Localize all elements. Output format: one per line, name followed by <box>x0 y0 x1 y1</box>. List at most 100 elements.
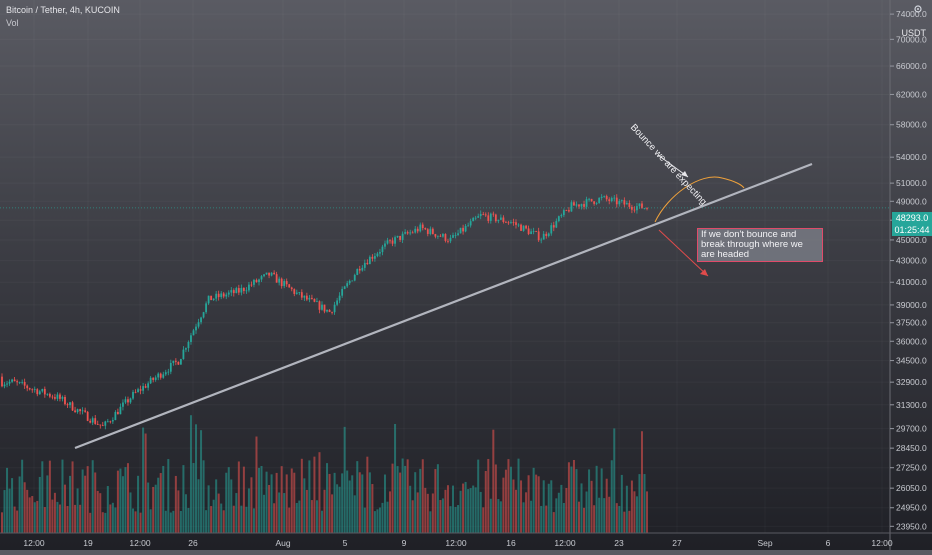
candle-body <box>464 225 467 232</box>
candle-body <box>172 360 175 363</box>
candle-body <box>341 288 344 296</box>
volume-bar <box>353 495 356 533</box>
candle-body <box>132 391 134 399</box>
bounce-arrow-head <box>681 171 688 177</box>
candle-body <box>537 231 540 241</box>
candle-body <box>532 231 535 232</box>
volume-bar <box>36 500 39 533</box>
volume-bar <box>409 485 412 533</box>
volume-bar <box>26 489 29 533</box>
volume-bar <box>562 502 565 533</box>
trendline[interactable] <box>74 162 813 450</box>
candle-body <box>144 386 147 388</box>
volume-bar <box>386 501 389 533</box>
candle-body <box>429 228 432 234</box>
candle-body <box>56 394 59 399</box>
candle-body <box>202 312 205 318</box>
candle-body <box>628 203 631 207</box>
candle-body <box>232 290 235 294</box>
volume-bar <box>111 502 114 533</box>
volume-bar <box>363 507 366 533</box>
candle-body <box>401 233 404 240</box>
volume-bar <box>376 509 379 533</box>
candle-body <box>343 286 346 289</box>
candle-body <box>374 256 376 259</box>
candle-body <box>477 216 480 218</box>
candle-body <box>79 409 82 412</box>
candle-body <box>520 224 522 231</box>
volume-bar <box>220 503 223 533</box>
candle-body <box>333 304 336 313</box>
symbol-title[interactable]: Bitcoin / Tether, 4h, KUCOIN <box>6 5 120 15</box>
volume-bar <box>338 486 341 533</box>
candle-body <box>386 240 389 244</box>
candle-body <box>137 389 139 393</box>
volume-bar <box>99 493 102 533</box>
candle-body <box>363 262 366 268</box>
candle-body <box>109 421 112 423</box>
candle-body <box>190 335 192 342</box>
volume-bar <box>230 479 233 533</box>
volume-bar <box>46 475 49 533</box>
candle-body <box>31 389 34 391</box>
candle-body <box>114 411 117 421</box>
candle-body <box>439 235 442 237</box>
candle-body <box>371 256 374 259</box>
settings-gear-icon[interactable] <box>912 3 924 15</box>
volume-bar <box>605 478 608 533</box>
candle-body <box>64 396 66 405</box>
bounce-arc[interactable] <box>654 176 745 223</box>
volume-bar <box>366 456 369 533</box>
candle-body <box>389 240 391 242</box>
volume-bar <box>406 459 409 533</box>
volume-label[interactable]: Vol <box>6 18 19 28</box>
candle-body <box>18 382 21 383</box>
candle-body <box>76 409 79 413</box>
time-tick-label: 9 <box>402 538 407 548</box>
candle-body <box>220 293 223 298</box>
volume-bar <box>58 504 61 533</box>
volume-bar <box>593 505 596 533</box>
candle-body <box>33 389 36 391</box>
volume-bar <box>215 479 218 533</box>
candle-body <box>457 233 459 236</box>
candle-body <box>575 204 578 206</box>
volume-bar <box>497 499 500 533</box>
candle-body <box>497 219 500 222</box>
volume-bar <box>119 468 122 533</box>
candle-body <box>416 228 419 232</box>
break-arrow-head <box>700 269 708 276</box>
candle-body <box>215 293 218 299</box>
break-arrow-line[interactable] <box>658 229 709 277</box>
price-tick-label: 70000.0 <box>896 34 927 44</box>
volume-bar <box>18 476 21 533</box>
candle-body <box>449 237 452 242</box>
candle-body <box>535 231 538 232</box>
volume-bar <box>356 461 359 533</box>
volume-bar <box>179 510 182 533</box>
volume-bar <box>527 475 530 533</box>
volume-bar <box>288 507 291 533</box>
volume-bar <box>336 484 339 533</box>
volume-bar <box>96 490 99 533</box>
break-annotation-box[interactable]: If we don't bounce and break through whe… <box>697 228 823 262</box>
currency-label[interactable]: USDT <box>901 28 927 38</box>
volume-bar <box>638 474 641 533</box>
volume-bar <box>31 496 34 533</box>
price-tick-label: 27250.0 <box>896 463 927 473</box>
volume-bar <box>273 503 276 533</box>
volume-bar <box>499 501 502 533</box>
candle-body <box>517 224 520 226</box>
candle-body <box>527 228 530 235</box>
volume-bar <box>492 429 495 533</box>
candle-body <box>379 252 381 254</box>
volume-bar <box>552 512 555 533</box>
time-tick-label: 19 <box>83 538 93 548</box>
candle-body <box>434 234 437 237</box>
volume-bar <box>202 460 205 533</box>
candle-body <box>154 377 157 380</box>
volume-bar <box>454 506 457 533</box>
candle-body <box>81 410 84 412</box>
